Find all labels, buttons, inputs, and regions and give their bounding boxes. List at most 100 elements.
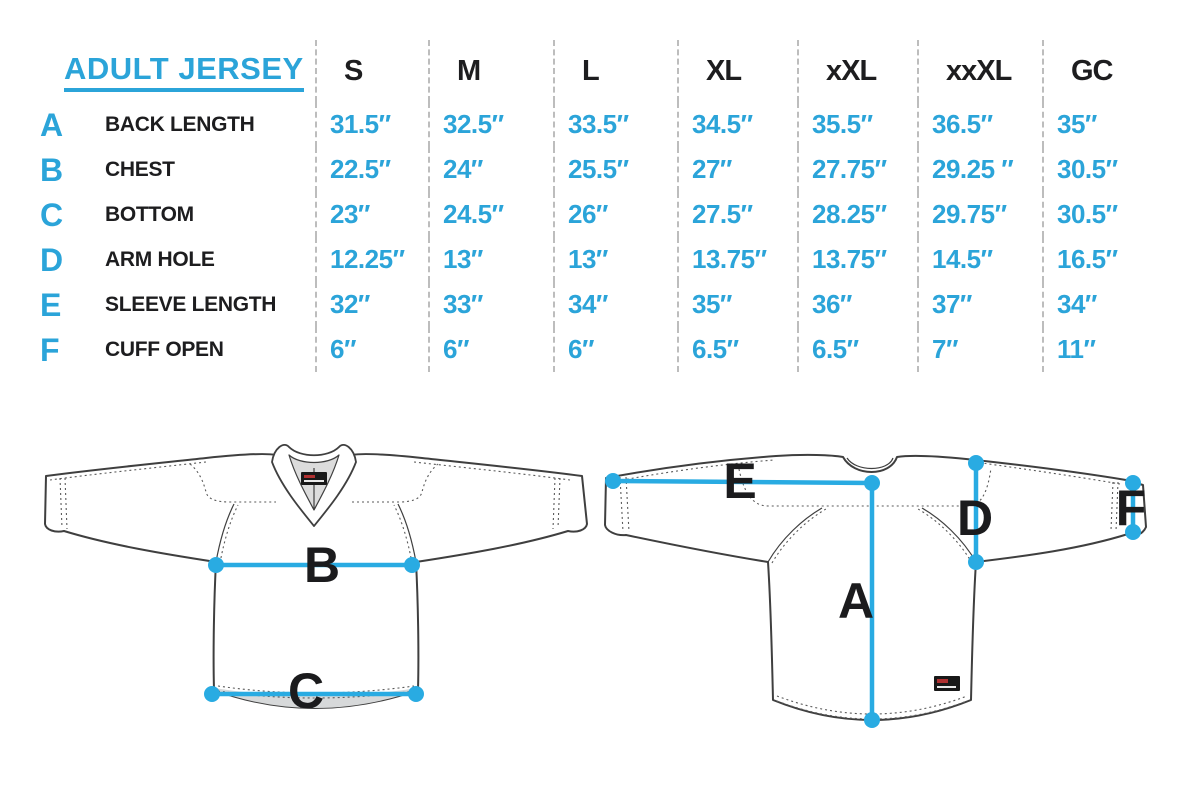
size-value: 34″ <box>553 282 677 327</box>
back-jersey-diagram: E A D F <box>604 453 1147 728</box>
row-letter: F <box>40 331 60 368</box>
size-value: 11″ <box>1042 327 1187 372</box>
table-row-arm-hole: D ARM HOLE <box>30 237 315 282</box>
hem-shading <box>214 688 418 708</box>
row-label: BOTTOM <box>105 202 194 226</box>
row-label: BACK LENGTH <box>105 112 255 136</box>
row-letter: E <box>40 286 62 323</box>
size-value: 35″ <box>1042 102 1187 147</box>
brand-tag <box>301 472 327 485</box>
size-value: 7″ <box>917 327 1042 372</box>
front-jersey-diagram: B C <box>44 443 588 719</box>
row-letter: C <box>40 196 64 233</box>
size-value: 32.5″ <box>428 102 553 147</box>
measure-dot <box>968 554 984 570</box>
size-value: 33″ <box>428 282 553 327</box>
row-label: SLEEVE LENGTH <box>105 292 277 316</box>
size-value: 36.5″ <box>917 102 1042 147</box>
measurement-label-cuff: F <box>1116 480 1147 536</box>
measure-dot <box>208 557 224 573</box>
size-value: 13″ <box>553 237 677 282</box>
size-value: 27.5″ <box>677 192 797 237</box>
yoke-stitching <box>737 463 992 507</box>
measure-dot <box>1125 524 1141 540</box>
row-label: CUFF OPEN <box>105 337 224 361</box>
size-value: 24″ <box>428 147 553 192</box>
table-row-chest: B CHEST <box>30 147 315 192</box>
brand-tag-logo <box>937 679 948 683</box>
shoulder-stitching <box>611 459 1121 485</box>
side-seam-stitching <box>771 508 973 564</box>
size-value: 16.5″ <box>1042 237 1187 282</box>
size-value: 24.5″ <box>428 192 553 237</box>
size-value: 23″ <box>315 192 428 237</box>
size-value: 22.5″ <box>315 147 428 192</box>
size-column-header-xxxl: xxXL <box>917 40 1042 102</box>
size-column-header-xl: XL <box>677 40 797 102</box>
size-value: 34.5″ <box>677 102 797 147</box>
measure-dot <box>404 557 420 573</box>
size-value: 13.75″ <box>797 237 917 282</box>
size-table: ADULT JERSEY S M L XL xXL xxXL GC A BACK… <box>30 40 1187 372</box>
size-value: 37″ <box>917 282 1042 327</box>
table-row-cuff-open: F CUFF OPEN <box>30 327 315 372</box>
size-value: 29.25 ″ <box>917 147 1042 192</box>
table-row-sleeve-length: E SLEEVE LENGTH <box>30 282 315 327</box>
size-value: 33.5″ <box>553 102 677 147</box>
jersey-back-outline <box>604 453 1147 721</box>
size-value: 30.5″ <box>1042 147 1187 192</box>
measure-dot <box>204 686 220 702</box>
row-letter: B <box>40 151 64 188</box>
size-column-header-s: S <box>315 40 428 102</box>
size-value: 13″ <box>428 237 553 282</box>
size-value: 6.5″ <box>677 327 797 372</box>
size-value: 30.5″ <box>1042 192 1187 237</box>
measurement-line-sleeve <box>612 478 873 486</box>
size-value: 34″ <box>1042 282 1187 327</box>
size-value: 29.75″ <box>917 192 1042 237</box>
measure-dot <box>968 455 984 471</box>
row-letter: A <box>40 106 64 143</box>
size-value: 35.5″ <box>797 102 917 147</box>
size-value: 32″ <box>315 282 428 327</box>
brand-tag-text <box>304 480 324 482</box>
neck-band <box>846 457 894 470</box>
size-value: 25.5″ <box>553 147 677 192</box>
row-label: ARM HOLE <box>105 247 215 271</box>
size-column-header-l: L <box>553 40 677 102</box>
table-row-back-length: A BACK LENGTH <box>30 102 315 147</box>
measurement-label-bottom: C <box>288 663 324 719</box>
page-title: ADULT JERSEY <box>64 51 304 92</box>
size-value: 26″ <box>553 192 677 237</box>
measurement-label-back-length: A <box>838 573 874 629</box>
measure-dot <box>864 712 880 728</box>
measurement-label-arm-hole: D <box>957 490 993 546</box>
size-value: 6″ <box>315 327 428 372</box>
measure-dot <box>605 473 621 489</box>
measure-dot <box>408 686 424 702</box>
size-column-header-xxl: xXL <box>797 40 917 102</box>
measurement-label-sleeve: E <box>723 453 756 509</box>
size-value: 36″ <box>797 282 917 327</box>
size-value: 31.5″ <box>315 102 428 147</box>
size-value: 35″ <box>677 282 797 327</box>
size-value: 27″ <box>677 147 797 192</box>
size-value: 13.75″ <box>677 237 797 282</box>
table-title-cell: ADULT JERSEY <box>30 40 315 102</box>
brand-tag-text <box>937 686 956 688</box>
size-value: 14.5″ <box>917 237 1042 282</box>
size-value: 6.5″ <box>797 327 917 372</box>
size-value: 6″ <box>428 327 553 372</box>
measure-dot <box>1125 475 1141 491</box>
size-value: 6″ <box>553 327 677 372</box>
size-column-header-m: M <box>428 40 553 102</box>
brand-tag-logo <box>304 475 315 478</box>
measurement-label-chest: B <box>304 537 340 593</box>
row-letter: D <box>40 241 64 278</box>
brand-tag <box>934 676 960 691</box>
shoulder-stitching <box>49 461 571 481</box>
cuff-stitching <box>59 477 561 530</box>
yoke-stitching <box>189 463 439 503</box>
size-value: 12.25″ <box>315 237 428 282</box>
